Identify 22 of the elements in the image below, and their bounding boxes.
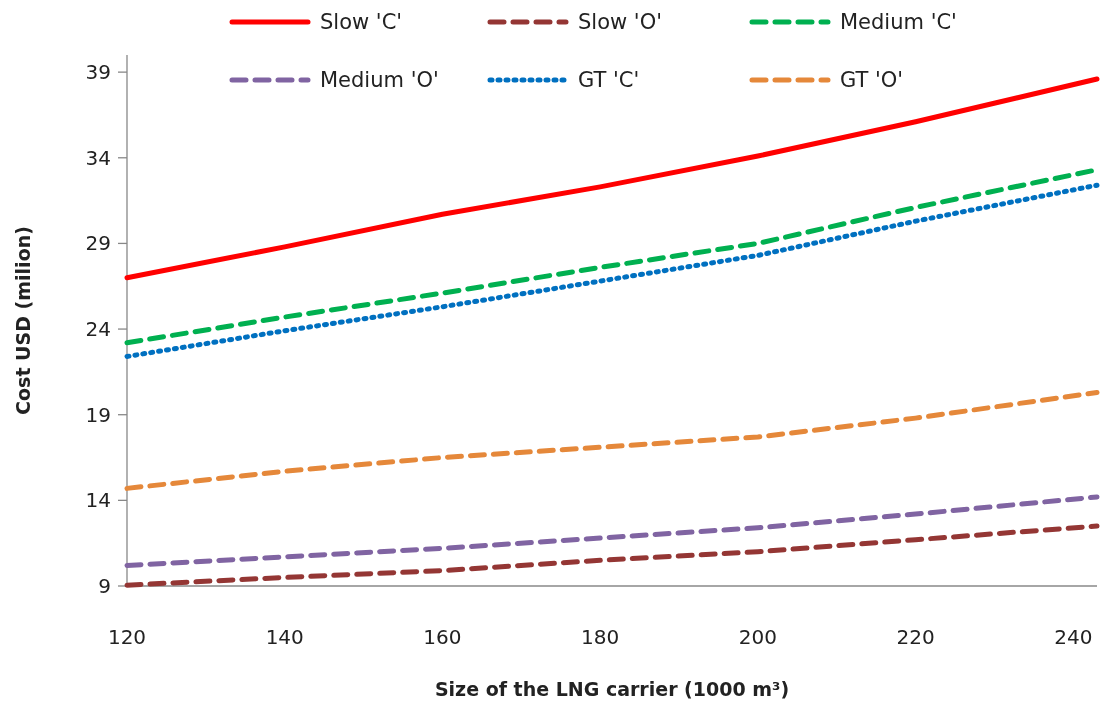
y-tick-label: 29: [85, 231, 111, 256]
x-tick-label: 200: [738, 625, 777, 649]
legend-label: GT 'O': [840, 68, 904, 93]
x-tick-label: 140: [265, 625, 304, 649]
legend-label: Slow 'C': [320, 10, 403, 35]
x-tick-label: 180: [581, 625, 620, 649]
x-tick-label: 240: [1054, 625, 1093, 649]
legend-label: Slow 'O': [578, 10, 662, 35]
y-tick-label: 19: [85, 402, 111, 427]
x-tick-label: 120: [107, 625, 147, 649]
x-axis-title: Size of the LNG carrier (1000 m³): [434, 678, 790, 700]
legend-label: Medium 'O': [320, 68, 439, 93]
y-tick-label: 14: [85, 488, 111, 513]
y-tick-label: 34: [85, 145, 111, 170]
legend-label: Medium 'C': [840, 10, 957, 35]
legend-label: GT 'C': [578, 68, 640, 93]
y-tick-label: 39: [85, 60, 111, 85]
y-tick-label: 24: [85, 317, 111, 342]
x-tick-label: 160: [423, 625, 462, 649]
y-tick-label: 9: [98, 574, 111, 598]
x-tick-label: 220: [896, 625, 935, 649]
y-axis-title: Cost USD (milion): [12, 226, 34, 415]
